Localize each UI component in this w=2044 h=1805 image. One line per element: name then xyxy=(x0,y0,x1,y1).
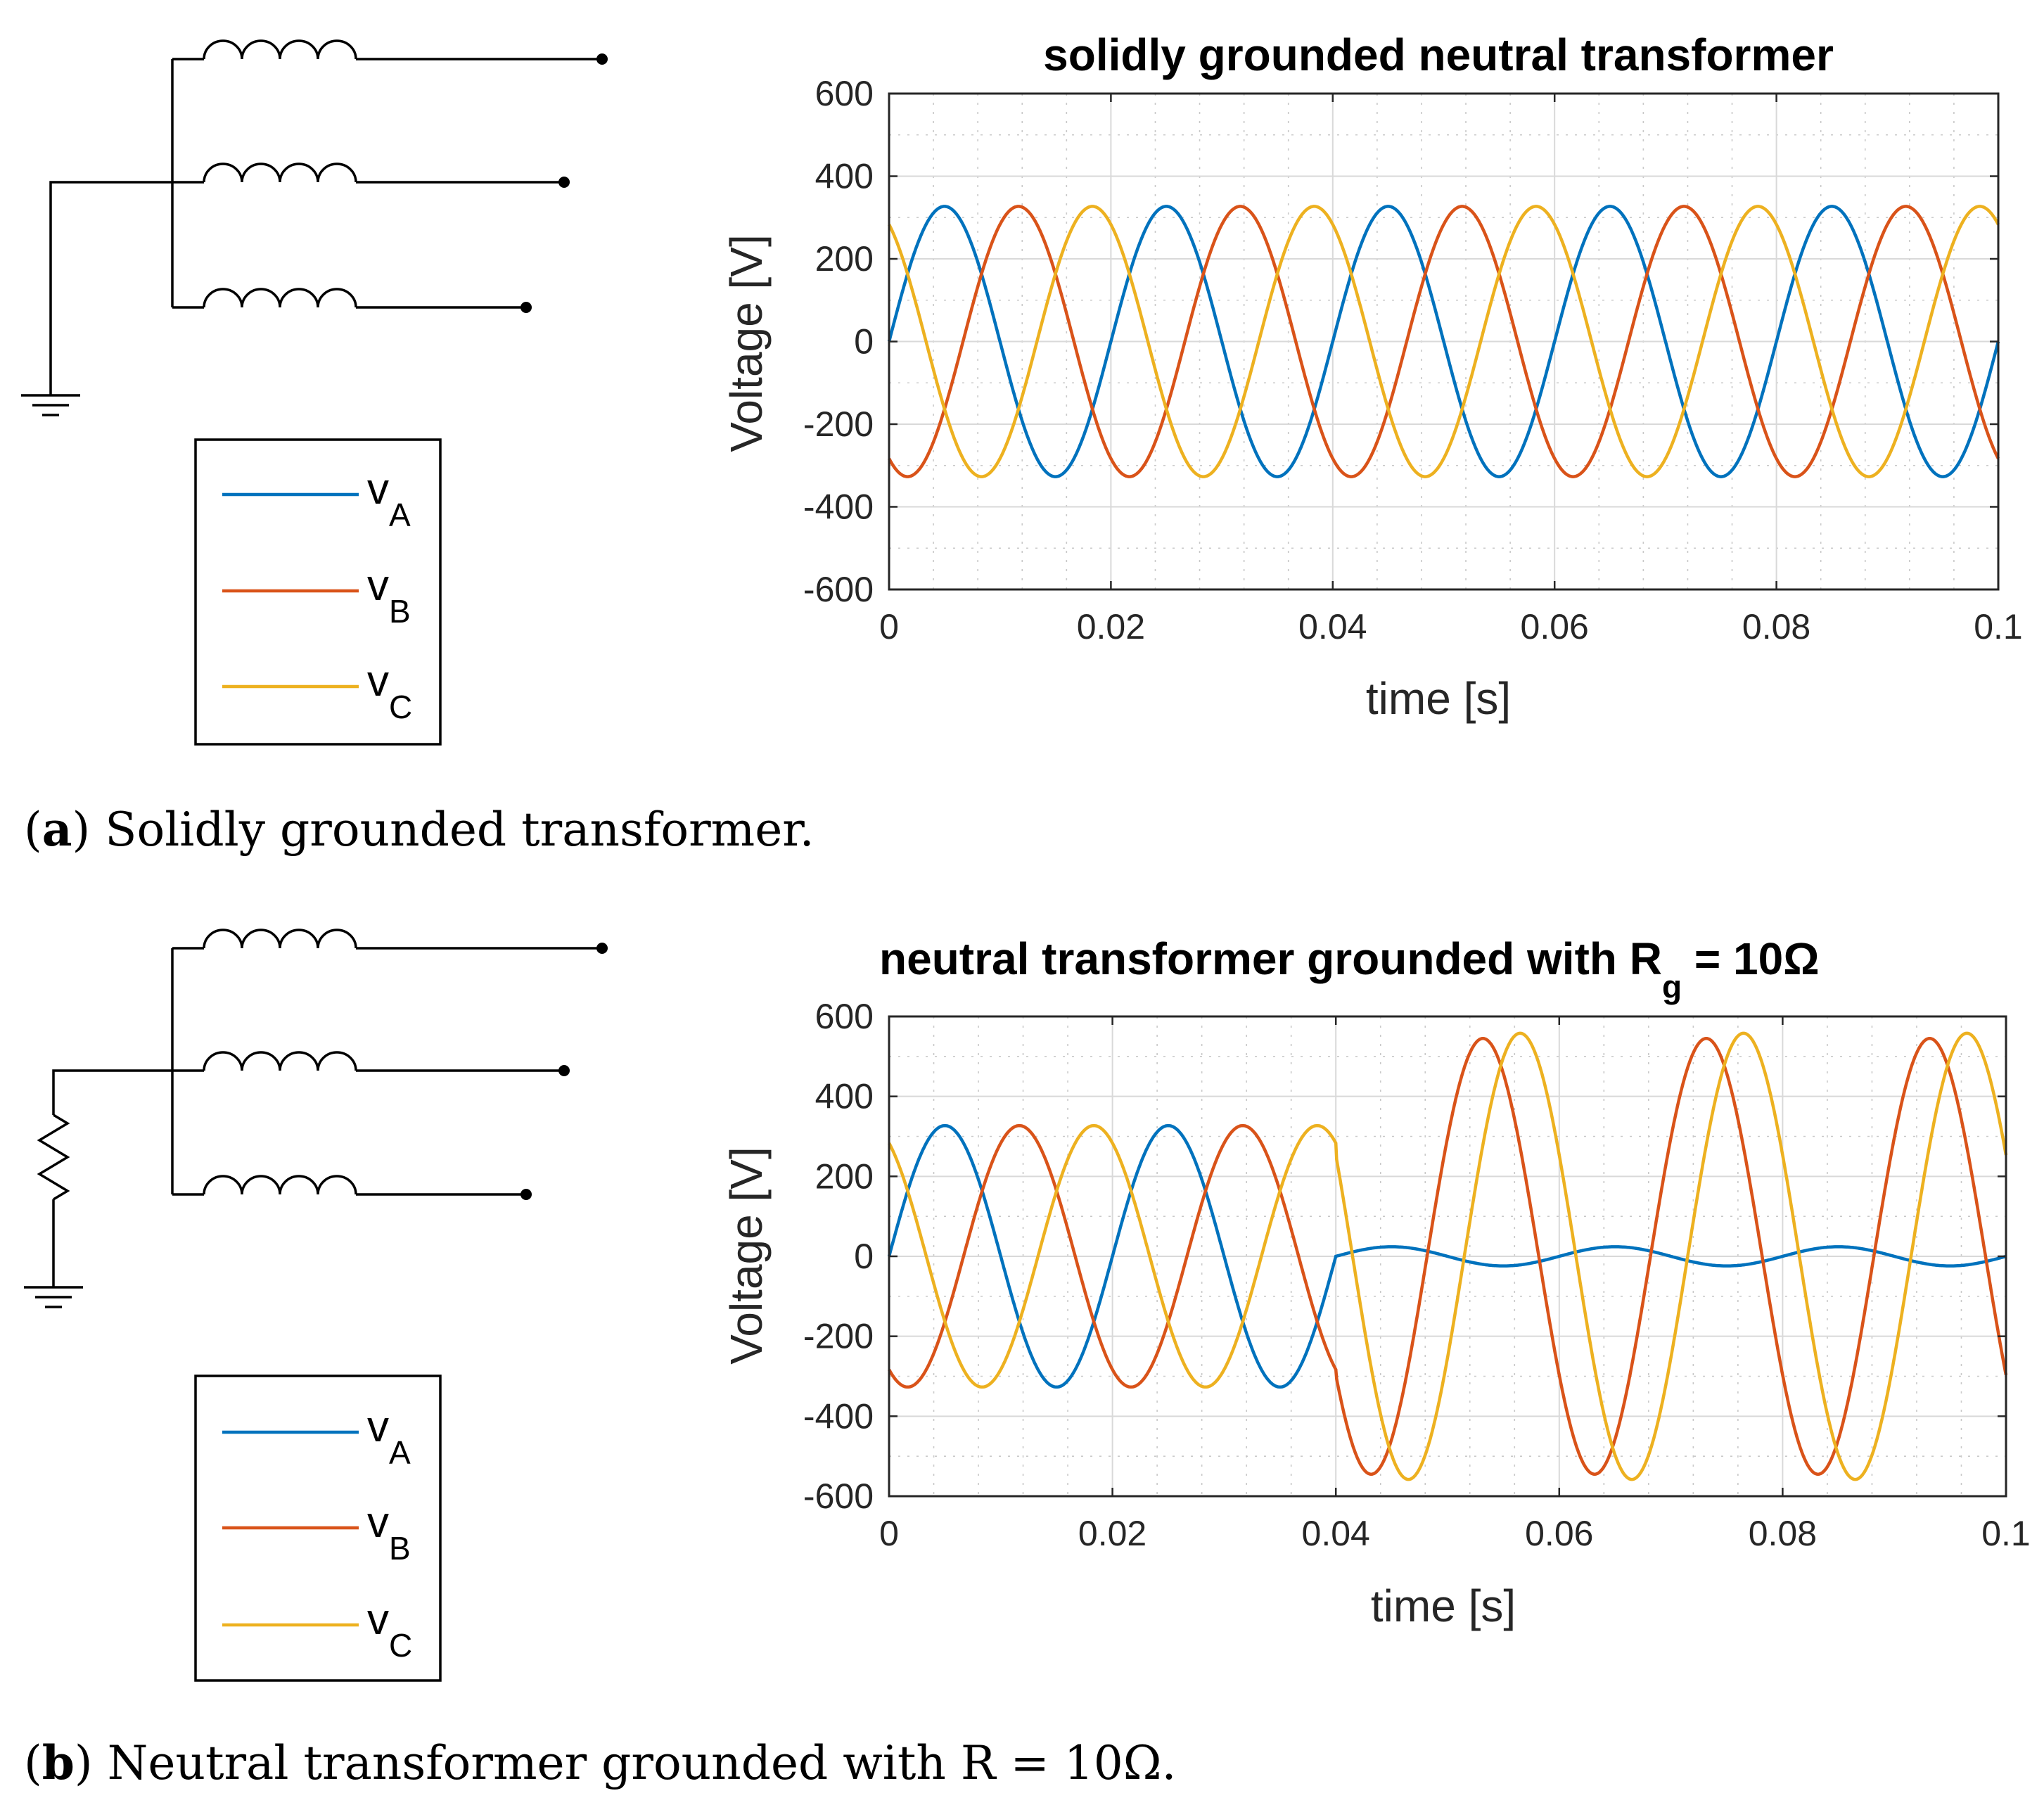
x-tick-label: 0.06 xyxy=(1521,607,1589,646)
y-tick-label: 400 xyxy=(815,157,874,196)
ground-symbol-b-icon xyxy=(24,1286,83,1308)
terminal-3-a xyxy=(520,302,532,313)
caption-a: (a) Solidly grounded transformer. xyxy=(24,802,815,857)
x-axis-label-a: time [s] xyxy=(1366,673,1511,724)
terminal-1-b xyxy=(596,943,608,954)
y-tick-labels-b: 600 400 200 0 -200 -400 -600 xyxy=(803,997,2006,1516)
x-tick-labels-b: 0 0.02 0.04 0.06 0.08 0.1 xyxy=(879,1016,2031,1553)
y-tick-label: -200 xyxy=(803,404,874,444)
series-line-vb-b xyxy=(888,1037,2008,1476)
legend-label-vb: vB xyxy=(367,561,411,630)
y-tick-label: -200 xyxy=(803,1317,874,1356)
y-tick-label: 200 xyxy=(815,239,874,279)
series-layer-a xyxy=(887,205,2000,478)
y-tick-label: 600 xyxy=(815,997,874,1036)
x-tick-label: 0.1 xyxy=(1981,1514,2031,1553)
x-tick-label: 0.08 xyxy=(1749,1514,1817,1553)
y-tick-label: 400 xyxy=(815,1077,874,1116)
resistor-rg-icon xyxy=(37,1114,70,1201)
chart-title-a: solidly grounded neutral transformer xyxy=(1043,30,1834,80)
x-tick-label: 0.02 xyxy=(1078,1514,1146,1553)
y-tick-label: -400 xyxy=(803,487,874,527)
y-axis-label-a: Voltage [V] xyxy=(721,234,772,452)
legend-label-vc: vC xyxy=(367,657,412,725)
legend-b: vA vB vC xyxy=(194,1375,442,1682)
winding-coil-1-a xyxy=(203,39,357,60)
x-tick-labels-a: 0 0.02 0.04 0.06 0.08 0.1 xyxy=(879,94,2023,646)
x-tick-label: 0.04 xyxy=(1302,1514,1370,1553)
legend-label-vb-b: vB xyxy=(367,1498,411,1567)
x-tick-label: 0 xyxy=(879,607,899,646)
legend-label-va: vA xyxy=(367,465,411,533)
legend-item-va-b: vA xyxy=(222,1403,411,1471)
legend-label-vc-b: vC xyxy=(367,1595,412,1664)
winding-coil-2-b xyxy=(203,1051,357,1071)
series-line-va-a xyxy=(887,205,2000,478)
series-line-vb-a xyxy=(888,205,2000,478)
y-tick-label: -600 xyxy=(803,570,874,609)
circuit-a-solid-ground xyxy=(21,39,602,416)
y-tick-label: -600 xyxy=(803,1476,874,1516)
x-tick-label: 0.1 xyxy=(1974,607,2023,646)
x-tick-label: 0.06 xyxy=(1525,1514,1593,1553)
y-tick-label: 600 xyxy=(815,74,874,113)
terminal-3-b xyxy=(520,1189,532,1200)
y-tick-label: 0 xyxy=(854,322,874,362)
legend-item-vc-b: vC xyxy=(222,1595,412,1664)
series-line-vc-a xyxy=(888,205,2000,478)
x-tick-label: 0 xyxy=(879,1514,899,1553)
y-axis-label-b: Voltage [V] xyxy=(721,1147,772,1365)
chart-title-b: neutral transformer grounded with Rg = 1… xyxy=(879,933,1820,1005)
y-tick-label: -400 xyxy=(803,1396,874,1436)
legend-item-vc: vC xyxy=(222,657,412,725)
winding-coil-3-a xyxy=(203,288,357,308)
caption-b: (b) Neutral transformer grounded with R … xyxy=(24,1735,1176,1790)
ground-symbol-a-icon xyxy=(21,394,80,416)
winding-coil-1-b xyxy=(203,929,357,949)
x-tick-label: 0.02 xyxy=(1077,607,1145,646)
terminal-2-b xyxy=(558,1065,570,1076)
legend-a: vA vB vC xyxy=(194,438,442,746)
x-tick-label: 0.08 xyxy=(1742,607,1810,646)
legend-item-va: vA xyxy=(222,465,411,533)
x-axis-label-b: time [s] xyxy=(1371,1581,1516,1631)
chart-a: solidly grounded neutral transformer 600… xyxy=(721,30,2023,724)
terminal-2-a xyxy=(558,177,570,188)
winding-coil-2-a xyxy=(203,162,357,183)
legend-item-vb-b: vB xyxy=(222,1498,411,1567)
y-tick-label: 0 xyxy=(854,1237,874,1276)
legend-label-va-b: vA xyxy=(367,1403,411,1471)
y-tick-label: 200 xyxy=(815,1156,874,1196)
x-tick-label: 0.04 xyxy=(1298,607,1367,646)
series-line-vc-b xyxy=(888,1031,2008,1481)
terminal-1-a xyxy=(596,53,608,65)
series-line-va-b xyxy=(887,1123,2007,1389)
chart-b: neutral transformer grounded with Rg = 1… xyxy=(721,933,2031,1631)
y-tick-labels-a: 600 400 200 0 -200 -400 -600 xyxy=(803,74,1998,609)
winding-coil-3-b xyxy=(203,1175,357,1195)
legend-item-vb: vB xyxy=(222,561,411,630)
circuit-b-resistor-ground xyxy=(24,929,602,1308)
series-layer-b xyxy=(887,1031,2008,1481)
